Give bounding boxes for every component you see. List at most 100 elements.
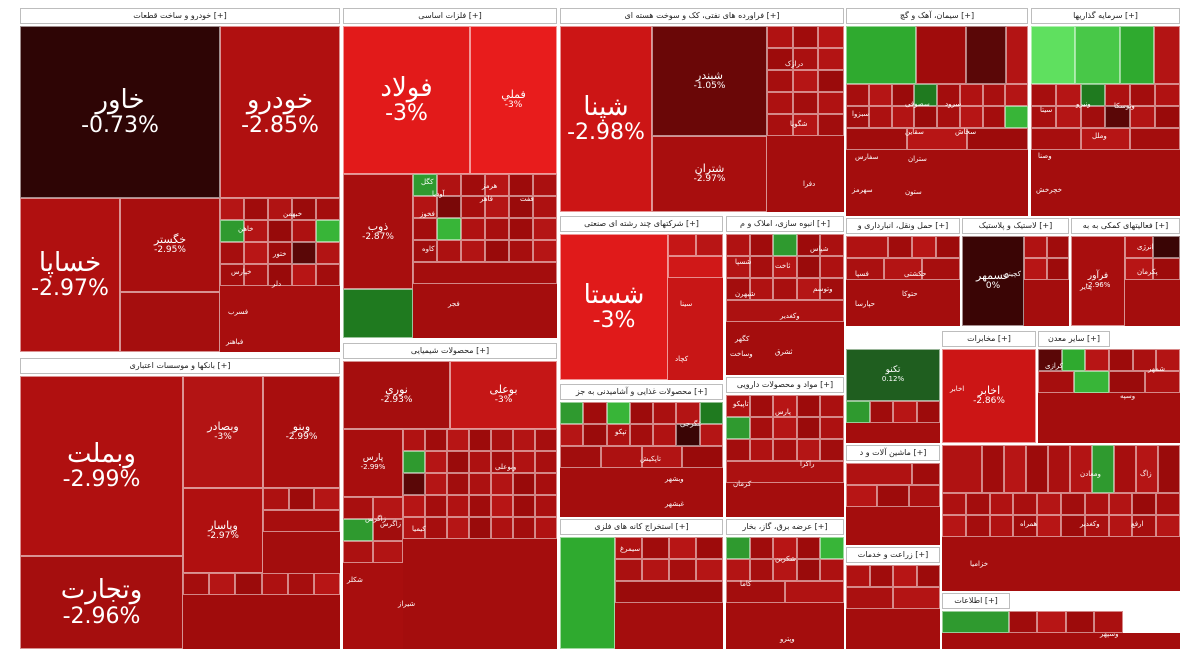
sector-header-metals[interactable]: فلزات اساسی [+] [343,8,557,24]
stock-tile[interactable] [403,473,425,495]
stock-tile[interactable] [1006,26,1028,84]
stock-tile[interactable] [820,395,844,417]
stock-tile[interactable] [942,515,966,537]
stock-tile[interactable] [749,256,774,278]
stock-tile-vbno[interactable]: وبنو -2.99% [263,376,340,488]
stock-tile[interactable] [491,451,513,473]
stock-tile[interactable] [533,240,557,262]
stock-tile[interactable] [846,565,870,587]
stock-tile[interactable] [989,493,1014,515]
stock-tile[interactable] [912,236,936,258]
stock-tile[interactable] [509,174,533,196]
stock-tile-vtejarat[interactable]: وتجارت -2.96% [20,556,183,649]
stock-tile[interactable] [485,218,509,240]
stock-tile[interactable] [1085,349,1110,371]
sector-header-food[interactable]: محصولات غذایی و آشامیدنی به جز [+] [560,384,723,400]
stock-tile[interactable] [912,463,940,485]
stock-tile[interactable] [343,497,373,519]
stock-tile[interactable] [653,402,677,424]
stock-tile[interactable] [343,519,373,541]
stock-tile[interactable] [292,198,316,220]
stock-tile[interactable] [485,196,509,218]
sector-header-multi-industry[interactable]: شرکتهای چند رشته ای صنعتی [+] [560,216,723,232]
stock-tile[interactable] [268,220,292,242]
stock-tile[interactable] [1105,106,1131,128]
stock-tile[interactable] [1065,611,1095,633]
stock-tile[interactable] [1061,349,1086,371]
stock-tile[interactable] [261,573,288,595]
stock-tile[interactable] [615,537,642,559]
sector-header-agriculture[interactable]: زراعت و خدمات [+] [846,547,940,563]
stock-tile[interactable] [600,446,642,468]
stock-tile[interactable] [846,84,869,106]
stock-tile[interactable] [220,242,244,264]
stock-tile[interactable] [292,264,316,286]
stock-tile[interactable] [785,581,844,603]
stock-tile[interactable] [413,240,437,262]
stock-tile[interactable] [373,519,403,541]
stock-tile[interactable] [485,240,509,262]
stock-tile[interactable] [726,234,750,256]
stock-tile[interactable] [1046,236,1069,258]
stock-tile[interactable] [669,559,696,581]
stock-tile[interactable] [653,424,677,446]
stock-tile-shetran[interactable]: شتران -2.97% [652,136,767,212]
stock-tile[interactable] [773,256,797,278]
stock-tile[interactable] [1130,84,1156,106]
stock-tile[interactable] [1125,236,1153,258]
stock-tile[interactable] [447,473,469,495]
stock-tile[interactable] [413,262,557,284]
stock-tile-pars[interactable]: پارس -2.99% [343,429,403,497]
stock-tile[interactable] [942,611,1009,633]
stock-tile[interactable] [846,258,884,280]
stock-tile[interactable] [846,236,888,258]
sector-header-investments[interactable]: سرمایه گذاریها [+] [1031,8,1180,24]
stock-tile[interactable] [726,417,750,439]
stock-tile[interactable] [1156,493,1180,515]
sector-header-other-mining[interactable]: سایر معدن [+] [1038,331,1110,347]
stock-tile[interactable] [509,218,533,240]
stock-tile[interactable] [982,84,1006,106]
stock-tile[interactable] [1005,106,1028,128]
stock-tile[interactable] [1084,493,1109,515]
stock-tile[interactable] [425,451,447,473]
stock-tile[interactable] [1080,128,1131,150]
stock-tile[interactable] [1060,515,1085,537]
stock-tile[interactable] [773,417,797,439]
stock-tile[interactable] [1122,611,1152,633]
stock-tile[interactable] [914,84,937,106]
stock-tile[interactable] [818,48,844,70]
stock-tile[interactable] [877,485,909,507]
stock-tile[interactable] [773,537,797,559]
stock-tile[interactable] [403,429,425,451]
stock-tile[interactable] [820,417,844,439]
stock-tile[interactable] [1026,445,1048,493]
stock-tile[interactable] [1055,84,1081,106]
stock-tile-shasta[interactable]: شستا -3% [560,234,668,380]
stock-tile[interactable] [959,106,983,128]
stock-tile[interactable] [818,26,844,48]
stock-tile[interactable] [1080,84,1106,106]
stock-tile[interactable] [314,488,340,510]
stock-tile[interactable] [773,395,797,417]
sector-header-pharma[interactable]: مواد و محصولات دارویی [+] [726,377,844,393]
stock-tile[interactable] [1094,611,1123,633]
stock-tile[interactable] [1024,236,1047,258]
stock-tile-khgostar[interactable]: خگستر -2.95% [120,198,220,292]
stock-tile[interactable] [792,92,819,114]
stock-tile[interactable] [403,451,425,473]
stock-tile[interactable] [818,70,844,92]
stock-tile[interactable] [1108,493,1133,515]
stock-tile[interactable] [413,218,437,240]
stock-tile[interactable] [615,559,642,581]
stock-tile[interactable] [792,26,819,48]
stock-tile[interactable] [1152,236,1180,258]
stock-tile[interactable] [447,495,469,517]
stock-tile[interactable] [749,234,774,256]
stock-tile[interactable] [1132,349,1157,371]
stock-tile[interactable] [966,26,1006,84]
stock-tile[interactable] [1013,493,1038,515]
stock-tile[interactable] [606,424,630,446]
sector-header-auto[interactable]: خودرو و ساخت قطعات [+] [20,8,340,24]
sector-header-cement[interactable]: سیمان، آهک و گچ [+] [846,8,1028,24]
